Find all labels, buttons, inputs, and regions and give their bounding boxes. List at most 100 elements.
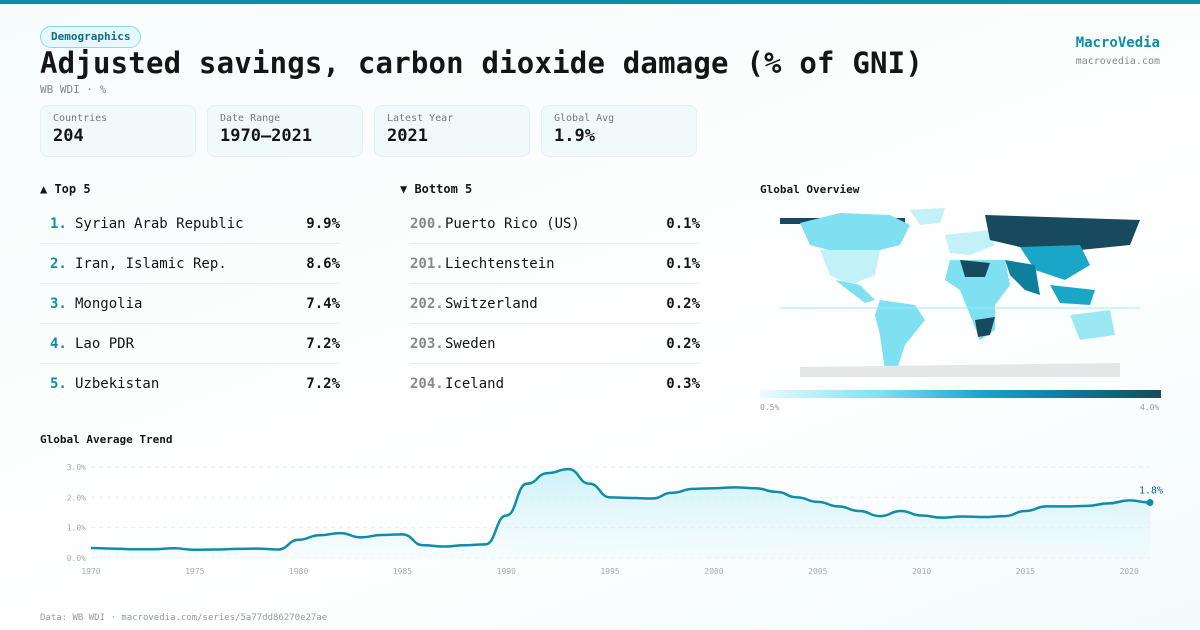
region-greenland: [910, 208, 945, 225]
last-value-label: 1.8%: [1139, 485, 1163, 496]
rank: 5.: [50, 376, 67, 392]
region-russia-central-asia: [985, 215, 1140, 250]
country-name: Iran, Islamic Rep.: [75, 255, 227, 272]
region-south-africa: [975, 317, 995, 337]
legend-min: 0.5%: [760, 403, 780, 412]
list-item[interactable]: 202. Switzerland 0.2%: [410, 284, 700, 324]
data-point: [651, 498, 653, 500]
bottom5-list: 200. Puerto Rico (US) 0.1% 201. Liechtenste…: [410, 204, 700, 404]
data-point: [194, 549, 196, 551]
stat-value: 204: [53, 126, 84, 146]
legend-max: 4.0%: [1140, 403, 1160, 412]
region-middle-east-south-asia: [1005, 260, 1040, 295]
country-name: Liechtenstein: [445, 255, 555, 272]
top5-heading: ▲ Top 5: [40, 182, 91, 196]
x-tick-label: 2000: [704, 567, 723, 576]
list-item[interactable]: 200. Puerto Rico (US) 0.1%: [410, 204, 700, 244]
data-point: [464, 544, 466, 546]
footer-source: Data: WB WDI · macrovedia.com/series/5a7…: [40, 613, 328, 623]
data-point: [235, 548, 237, 550]
area-fill: [91, 469, 1150, 558]
region-north-africa: [960, 260, 990, 277]
list-item[interactable]: 3. Mongolia 7.4%: [40, 284, 340, 324]
data-point: [1045, 505, 1047, 507]
data-point: [1004, 515, 1006, 517]
data-point: [754, 487, 756, 489]
data-point: [817, 501, 819, 503]
data-point: [1087, 505, 1089, 507]
rank: 3.: [50, 295, 67, 312]
series-line: [90, 467, 1151, 552]
color-scale-bar: [760, 390, 1161, 398]
country-name: Uzbekistan: [75, 376, 160, 392]
category-tag[interactable]: Demographics: [40, 26, 142, 48]
data-point: [900, 510, 902, 512]
y-tick-label: 0.0%: [67, 554, 86, 563]
region-australia: [1070, 310, 1115, 340]
data-point: [796, 496, 798, 498]
data-point: [547, 472, 549, 474]
rank: 200.: [410, 215, 444, 232]
brand-url[interactable]: macrovedia.com: [1075, 56, 1160, 67]
y-tick-label: 1.0%: [67, 524, 86, 533]
region-south-america: [875, 300, 925, 375]
stat-value: 1.9%: [554, 126, 595, 146]
data-point: [339, 532, 341, 534]
data-point: [505, 515, 507, 517]
x-tick-label: 1975: [185, 567, 204, 576]
value: 9.9%: [306, 215, 340, 232]
top-accent-bar: [0, 0, 1200, 4]
data-point: [858, 510, 860, 512]
value: 8.6%: [306, 255, 340, 272]
data-point: [1024, 510, 1026, 512]
bottom5-heading: ▼ Bottom 5: [400, 182, 473, 196]
data-point: [692, 488, 694, 490]
world-choropleth-map[interactable]: [780, 205, 1140, 380]
data-point: [111, 548, 113, 550]
data-point: [568, 468, 570, 470]
stat-card-countries: Countries 204: [40, 105, 196, 157]
stat-value: 2021: [387, 126, 428, 146]
data-point: [962, 515, 964, 517]
data-point: [152, 548, 154, 550]
region-canada: [800, 213, 910, 253]
list-item[interactable]: 5. Uzbekistan 7.2%: [40, 364, 340, 404]
data-point: [526, 483, 528, 485]
list-item[interactable]: 1. Syrian Arab Republic 9.9%: [40, 204, 340, 244]
brand-logo[interactable]: MacroVedia: [1075, 35, 1160, 51]
data-point: [132, 548, 134, 550]
value: 0.2%: [666, 335, 700, 352]
x-tick-label: 1970: [81, 567, 100, 576]
x-tick-label: 1980: [289, 567, 308, 576]
data-point: [422, 544, 424, 546]
data-point: [1107, 502, 1109, 504]
data-point: [277, 549, 279, 551]
value: 7.2%: [306, 376, 340, 392]
value: 0.1%: [666, 255, 700, 272]
list-item[interactable]: 201. Liechtenstein 0.1%: [410, 244, 700, 284]
last-point-marker: [1146, 498, 1154, 506]
country-name: Syrian Arab Republic: [75, 215, 244, 232]
stat-label: Global Avg: [554, 113, 615, 124]
value: 0.1%: [666, 215, 700, 232]
country-name: Mongolia: [75, 295, 143, 312]
data-point: [318, 534, 320, 536]
trend-chart[interactable]: 0.0% 1.0% 2.0% 3.0% 1970 1975 1980 1985 1990 1995…: [0, 455, 1200, 580]
rank: 1.: [50, 215, 67, 232]
rank: 203.: [410, 335, 444, 352]
data-point: [630, 497, 632, 499]
rank: 201.: [410, 255, 444, 272]
top5-list: 1. Syrian Arab Republic 9.9% 2. Iran, Islam…: [40, 204, 340, 404]
list-item[interactable]: 4. Lao PDR 7.2%: [40, 324, 340, 364]
country-name: Sweden: [445, 335, 496, 352]
region-china: [1020, 245, 1090, 280]
stat-card-date-range: Date Range 1970–2021: [207, 105, 363, 157]
data-point: [215, 549, 217, 551]
list-item[interactable]: 204. Iceland 0.3%: [410, 364, 700, 404]
list-item[interactable]: 203. Sweden 0.2%: [410, 324, 700, 364]
data-point: [256, 548, 258, 550]
x-tick-label: 1990: [497, 567, 516, 576]
data-point: [360, 536, 362, 538]
value: 0.3%: [666, 376, 700, 392]
list-item[interactable]: 2. Iran, Islamic Rep. 8.6%: [40, 244, 340, 284]
